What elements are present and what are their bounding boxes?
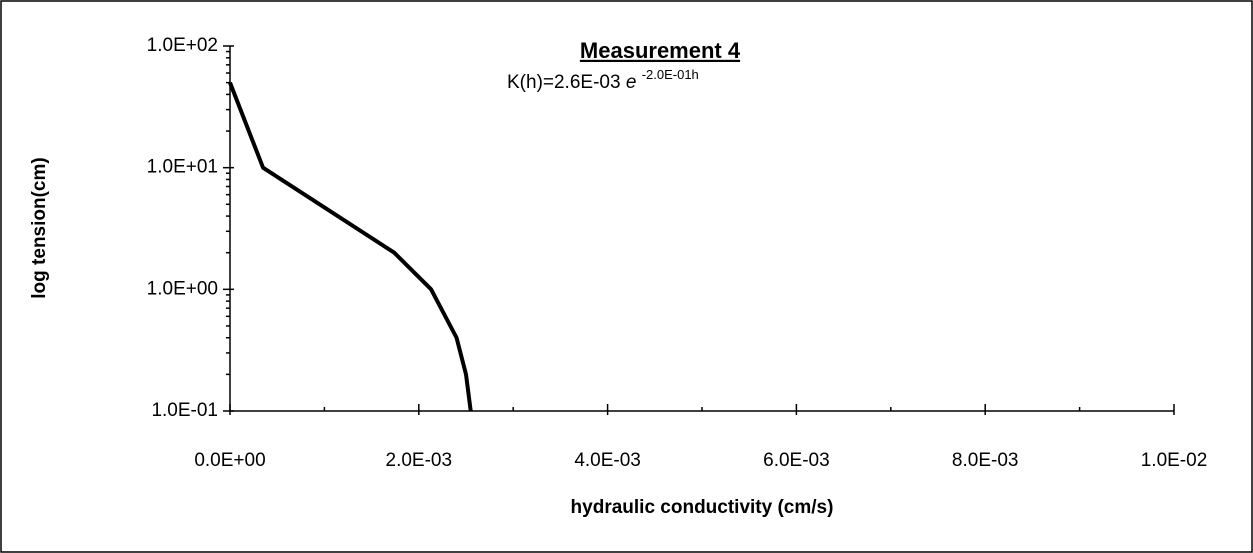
- x-axis-title: hydraulic conductivity (cm/s): [571, 497, 834, 518]
- x-tick-label: 0.0E+00: [194, 450, 265, 471]
- y-tick-label: 1.0E-01: [151, 400, 218, 421]
- y-tick-label: 1.0E+01: [147, 157, 218, 178]
- y-axis-title: log tension(cm): [29, 157, 50, 298]
- line-series: [228, 81, 473, 412]
- x-tick-label: 4.0E-03: [574, 450, 641, 471]
- y-tick-label: 1.0E+02: [147, 35, 218, 56]
- x-tick-label: 1.0E-02: [1141, 450, 1208, 471]
- chart-title: Measurement 4: [580, 38, 741, 63]
- x-tick-label: 8.0E-03: [952, 450, 1019, 471]
- annotation-exponent: -2.0E-01h: [642, 67, 699, 82]
- x-tick-label: 2.0E-03: [386, 450, 453, 471]
- y-tick-label: 1.0E+00: [147, 278, 218, 299]
- annotation: K(h)=2.6E-03 e -2.0E-01h: [507, 67, 699, 93]
- annotation-base: e: [626, 72, 637, 93]
- annotation-text: K(h)=2.6E-03: [507, 72, 621, 93]
- x-tick-label: 6.0E-03: [763, 450, 830, 471]
